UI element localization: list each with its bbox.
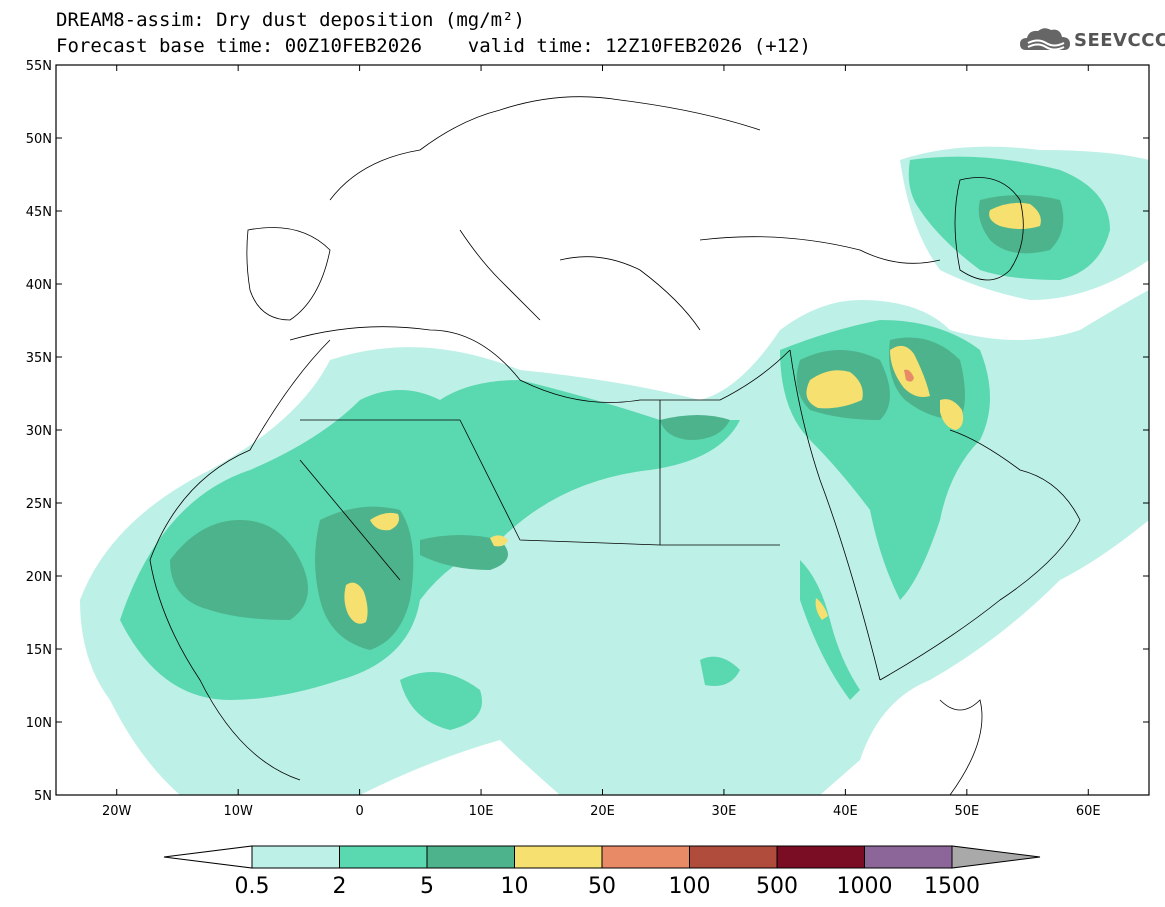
colorbar-label: 100 (669, 874, 711, 899)
colorbar-swatch (251, 845, 340, 869)
forecast-time-subtitle: Forecast base time: 00Z10FEB2026 valid t… (56, 35, 811, 57)
dust-field (80, 146, 1149, 795)
colorbar-label: 1000 (837, 874, 893, 899)
colorbar-label: 50 (588, 874, 616, 899)
lat-tick-label: 5N (34, 789, 52, 804)
lon-tick-label: 10W (223, 804, 253, 819)
colorbar-swatch (339, 845, 428, 869)
lon-tick-label: 10E (469, 804, 494, 819)
lat-tick-label: 10N (26, 716, 52, 731)
colorbar-swatch (864, 845, 953, 869)
lon-tick-label: 20E (590, 804, 615, 819)
cloud-icon (1020, 28, 1070, 51)
colorbar-label: 500 (756, 874, 798, 899)
lon-tick-label: 30E (712, 804, 737, 819)
colorbar-swatch (601, 845, 690, 869)
lon-tick-label: 0 (355, 804, 363, 819)
map-title: DREAM8-assim: Dry dust deposition (mg/m²… (56, 9, 525, 31)
colorbar-swatch (776, 845, 865, 869)
axis-tick-labels: 5N 10N 15N 20N 25N 30N 35N 40N 45N 50N 55N 20W 10W 0 1… (26, 59, 1101, 819)
seevccc-logo: SEEVCCC (1018, 24, 1165, 58)
colorbar: 0.5 2 5 10 50 100 500 1000 1500 (163, 845, 1041, 899)
lat-tick-label: 15N (26, 643, 52, 658)
colorbar-label: 2 (333, 874, 347, 899)
dust-level-10-50 (344, 202, 1041, 624)
lon-tick-label: 20W (102, 804, 132, 819)
lon-tick-label: 50E (954, 804, 979, 819)
colorbar-low-arrow (163, 845, 253, 869)
lat-tick-label: 45N (26, 205, 52, 220)
colorbar-label: 10 (501, 874, 529, 899)
lat-tick-label: 25N (26, 497, 52, 512)
colorbar-high-arrow (951, 845, 1041, 869)
lat-tick-label: 35N (26, 351, 52, 366)
colorbar-swatch (689, 845, 778, 869)
lon-tick-label: 40E (833, 804, 858, 819)
colorbar-label: 0.5 (235, 874, 270, 899)
axis-ticks (56, 64, 1149, 796)
lat-tick-label: 30N (26, 424, 52, 439)
lat-tick-label: 50N (26, 132, 52, 147)
colorbar-swatch (514, 845, 603, 869)
dust-level-5-10 (170, 195, 1064, 650)
colorbar-swatch (426, 845, 515, 869)
logo-text: SEEVCCC (1074, 30, 1165, 51)
lon-tick-label: 60E (1076, 804, 1101, 819)
colorbar-label: 5 (420, 874, 434, 899)
coastlines (149, 96, 1081, 795)
lat-tick-label: 20N (26, 570, 52, 585)
dust-level-50-100 (904, 369, 914, 382)
lat-tick-label: 55N (26, 59, 52, 74)
lat-tick-label: 40N (26, 278, 52, 293)
colorbar-label: 1500 (924, 874, 980, 899)
